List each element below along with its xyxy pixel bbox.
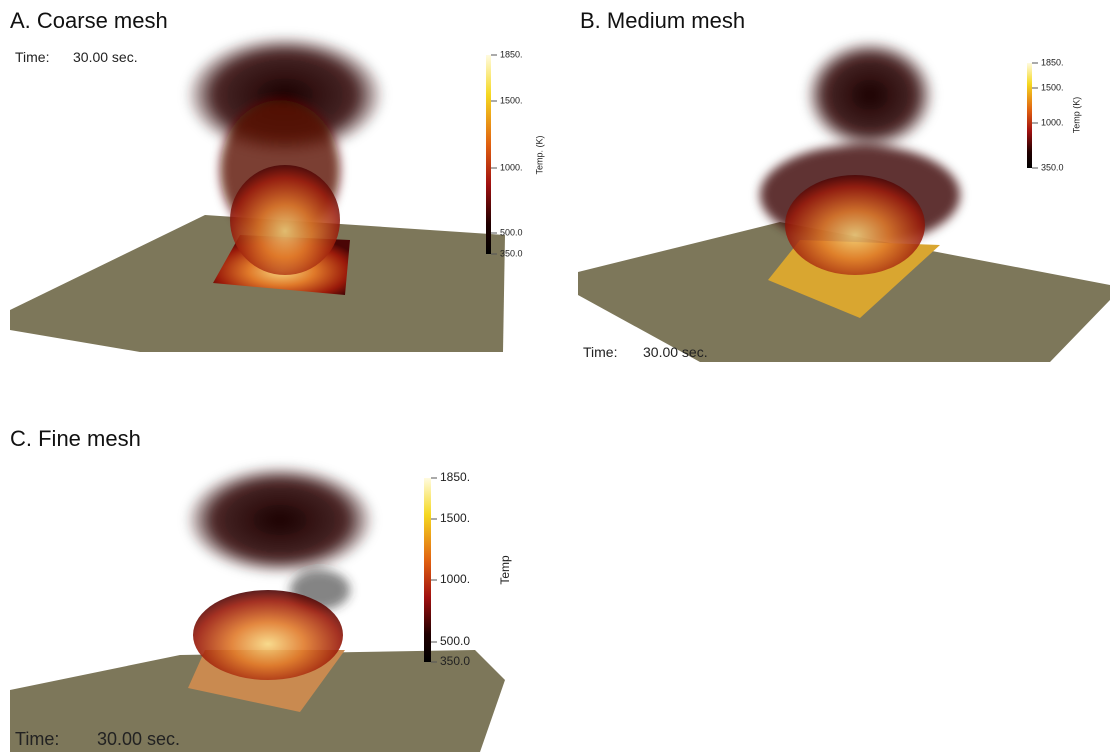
panel-title: B. Medium mesh: [580, 8, 745, 33]
colorbar-tick-label: 350.0: [1041, 162, 1064, 172]
colorbar: [424, 478, 431, 662]
colorbar-tick-label: 1500.: [440, 511, 470, 525]
panel-title: C. Fine mesh: [10, 426, 141, 451]
figure: A. Coarse mesh Time: 30.00 sec. 1850. 150…: [0, 0, 1112, 752]
flame: [193, 590, 343, 680]
colorbar-tick-label: 1500.: [1041, 82, 1064, 92]
smoke: [185, 465, 375, 610]
colorbar-label: Temp. (K): [534, 135, 544, 174]
flame: [785, 175, 925, 275]
panel-a: A. Coarse mesh Time: 30.00 sec. 1850. 150…: [10, 8, 544, 352]
colorbar-tick-label: 1850.: [500, 49, 523, 59]
colorbar-tick-label: 1000.: [440, 572, 470, 586]
colorbar: [1027, 63, 1032, 168]
colorbar-tick-label: 1000.: [1041, 117, 1064, 127]
colorbar-label: Temp: [498, 555, 512, 585]
panel-title: A. Coarse mesh: [10, 8, 168, 33]
time-value: 30.00 sec.: [643, 344, 708, 360]
time-value: 30.00 sec.: [97, 729, 180, 749]
time-label: Time:: [15, 49, 49, 65]
colorbar-tick-label: 500.0: [500, 227, 523, 237]
time-label: Time:: [15, 729, 59, 749]
colorbar-tick-label: 350.0: [440, 654, 470, 668]
panel-c: C. Fine mesh Time: 30.00 sec. 1850. 1500.…: [10, 426, 512, 752]
panel-b: B. Medium mesh Time: 30.00 sec. 1850. 150…: [578, 8, 1110, 362]
colorbar-tick-label: 1850.: [440, 470, 470, 484]
flame: [230, 165, 340, 275]
time-value: 30.00 sec.: [73, 49, 138, 65]
colorbar: [486, 55, 491, 254]
time-label: Time:: [583, 344, 617, 360]
colorbar-tick-label: 1000.: [500, 162, 523, 172]
colorbar-tick-label: 500.0: [440, 634, 470, 648]
colorbar-tick-label: 350.0: [500, 248, 523, 258]
colorbar-label: Temp (K): [1071, 97, 1081, 134]
colorbar-tick-label: 1850.: [1041, 57, 1064, 67]
colorbar-tick-label: 1500.: [500, 95, 523, 105]
